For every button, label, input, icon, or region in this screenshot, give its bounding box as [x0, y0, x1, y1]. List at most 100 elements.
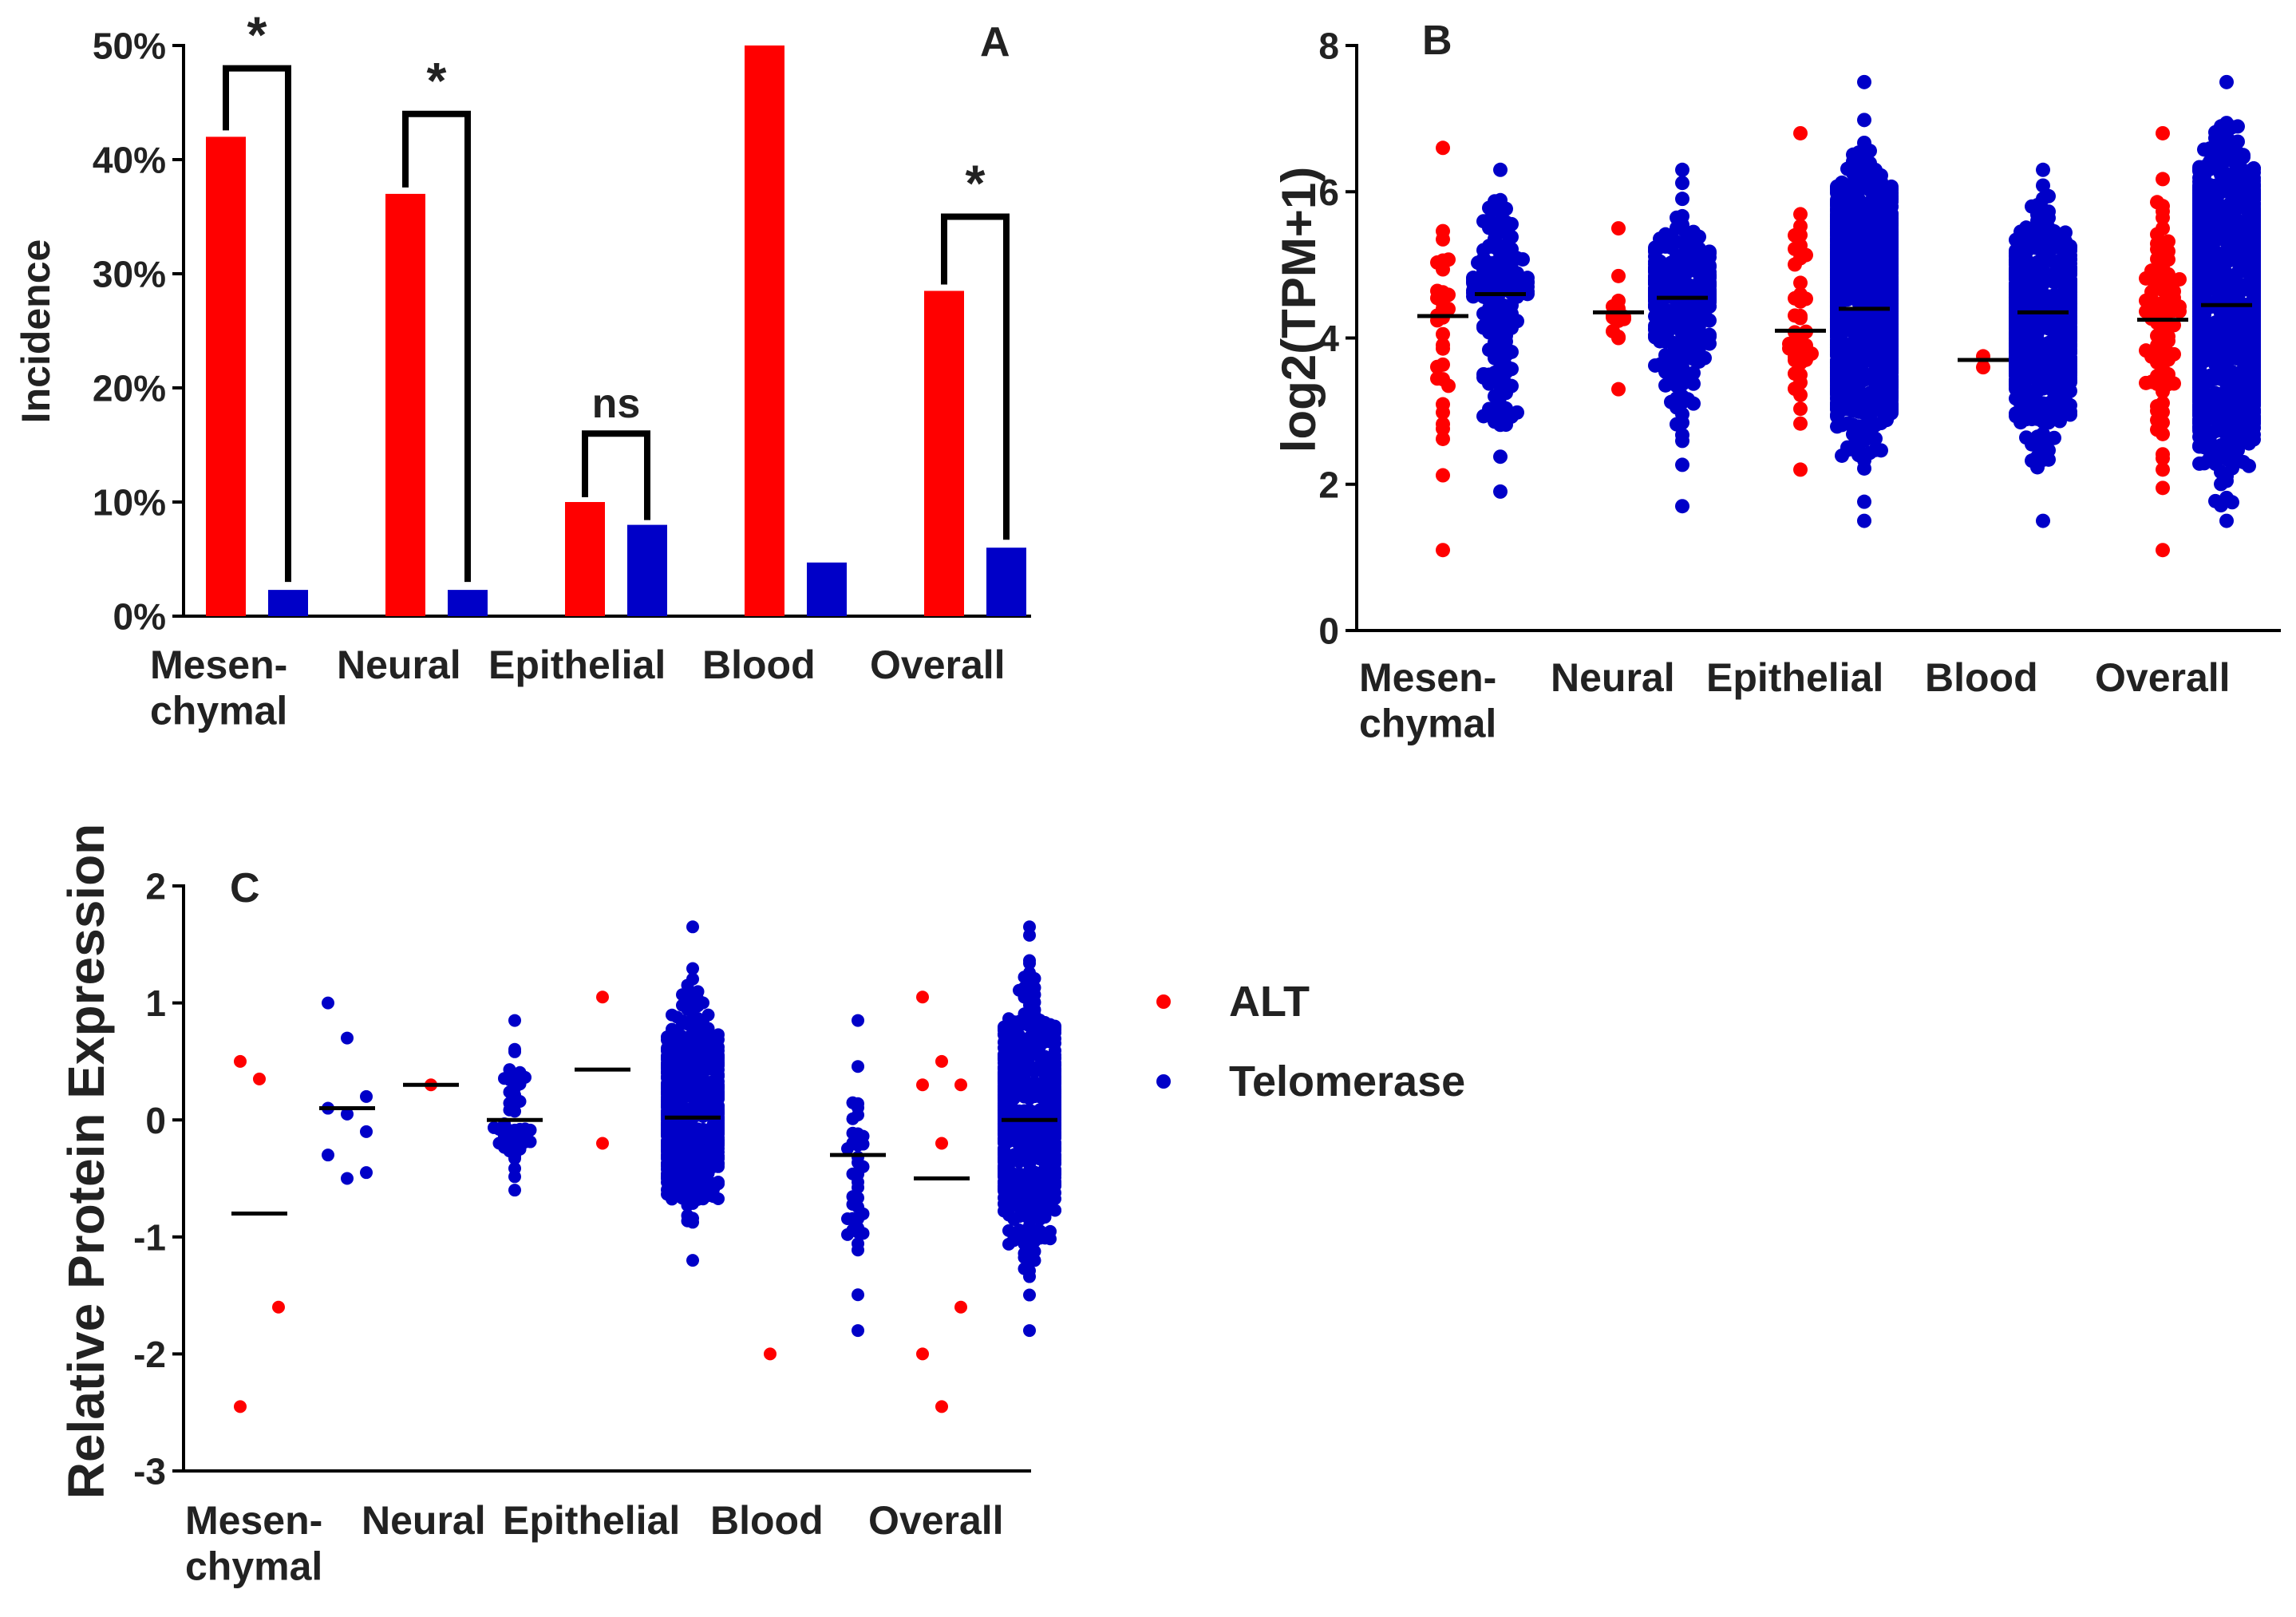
bar-alt: [385, 193, 425, 616]
point-alt: [1430, 359, 1444, 374]
point-alt: [2139, 293, 2153, 308]
point-telomerase: [1476, 370, 1491, 385]
point-alt: [596, 990, 609, 1004]
point-telomerase: [508, 1184, 521, 1197]
significance-bracket: [223, 65, 291, 583]
point-telomerase: [1675, 433, 1689, 449]
point-telomerase: [686, 1254, 699, 1267]
point-telomerase: [2036, 162, 2050, 177]
point-alt: [916, 1347, 929, 1361]
y-tick-label: -1: [133, 1216, 166, 1258]
point-telomerase: [852, 1288, 864, 1302]
x-category-label: Neural: [337, 642, 461, 687]
point-alt: [234, 1054, 247, 1068]
point-telomerase: [1648, 358, 1662, 373]
point-telomerase: [1499, 201, 1513, 216]
point-telomerase: [1023, 1324, 1036, 1338]
x-category-label: Overall: [870, 642, 1006, 687]
point-telomerase: [1830, 401, 1844, 417]
x-category-label: Mesen-: [150, 642, 287, 687]
point-telomerase: [1493, 162, 1508, 177]
point-alt: [2139, 343, 2153, 358]
legend-telomerase-label: Telomerase: [1229, 1058, 1465, 1105]
y-tick-label: 4: [1318, 318, 1339, 359]
point-alt: [2139, 375, 2153, 390]
point-telomerase: [2047, 430, 2061, 445]
significance-bracket: [582, 430, 650, 520]
point-telomerase: [2041, 452, 2056, 467]
point-alt: [1436, 431, 1450, 446]
point-telomerase: [1884, 321, 1899, 336]
point-telomerase: [681, 1214, 694, 1228]
point-alt: [935, 1054, 948, 1068]
bar-alt: [206, 136, 246, 616]
x-category-label: Mesen-: [185, 1498, 322, 1543]
bar-telomerase: [448, 590, 488, 616]
y-axis-title: log2(TPM+1): [1272, 167, 1326, 453]
point-alt: [2156, 451, 2170, 466]
panel-letter: B: [1422, 18, 1452, 64]
point-telomerase: [322, 996, 334, 1010]
significance-bracket: [402, 110, 471, 583]
point-telomerase: [2009, 381, 2023, 396]
point-telomerase: [1482, 200, 1496, 215]
point-alt: [1793, 401, 1808, 417]
point-telomerase: [1049, 1179, 1061, 1192]
point-telomerase: [2053, 413, 2067, 429]
point-telomerase: [1675, 457, 1689, 472]
point-telomerase: [498, 1072, 511, 1085]
point-telomerase: [1686, 396, 1701, 411]
point-telomerase: [1857, 513, 1871, 528]
point-telomerase: [1675, 499, 1689, 514]
point-alt: [2156, 462, 2170, 477]
point-alt: [596, 1137, 609, 1150]
point-alt: [916, 1078, 929, 1092]
point-telomerase: [852, 1060, 864, 1073]
point-alt: [1436, 326, 1450, 342]
point-telomerase: [1830, 419, 1844, 434]
point-telomerase: [1874, 443, 1888, 458]
point-alt: [1611, 268, 1626, 283]
point-telomerase: [852, 1243, 864, 1257]
x-category-label: chymal: [185, 1544, 322, 1589]
point-alt: [2139, 271, 2153, 286]
point-telomerase: [1499, 385, 1513, 401]
point-telomerase: [2231, 119, 2245, 134]
point-telomerase: [1516, 251, 1530, 267]
point-telomerase: [2009, 232, 2023, 247]
point-telomerase: [1868, 431, 1883, 446]
point-alt: [1436, 341, 1450, 356]
point-telomerase: [360, 1166, 373, 1180]
point-telomerase: [1023, 1288, 1036, 1302]
point-telomerase: [712, 1192, 725, 1205]
point-telomerase: [841, 1228, 854, 1241]
x-category-label: chymal: [150, 689, 287, 733]
y-tick-label: 0: [1318, 611, 1339, 652]
point-telomerase: [1857, 74, 1871, 89]
point-telomerase: [852, 1014, 864, 1027]
point-telomerase: [1648, 330, 1662, 345]
point-telomerase: [856, 1207, 870, 1220]
bar-telomerase: [627, 524, 667, 616]
x-category-label: Neural: [362, 1498, 486, 1543]
point-telomerase: [1493, 484, 1508, 499]
point-telomerase: [1504, 229, 1519, 244]
point-telomerase: [1504, 320, 1519, 335]
point-alt: [2156, 543, 2170, 558]
bar-telomerase: [807, 562, 847, 616]
point-telomerase: [712, 1134, 725, 1148]
point-telomerase: [1002, 1237, 1015, 1251]
point-alt: [1436, 421, 1450, 437]
point-telomerase: [341, 1172, 354, 1185]
point-telomerase: [712, 1160, 725, 1173]
legend-alt-marker: [1156, 994, 1171, 1009]
point-telomerase: [1476, 320, 1491, 335]
point-alt: [935, 1400, 948, 1413]
point-telomerase: [846, 1197, 860, 1211]
point-alt: [954, 1078, 967, 1092]
y-tick-label: 0: [145, 1100, 166, 1141]
point-telomerase: [852, 1324, 864, 1338]
point-telomerase: [508, 1045, 521, 1058]
point-telomerase: [1493, 449, 1508, 465]
legend-telomerase-marker: [1156, 1074, 1171, 1089]
